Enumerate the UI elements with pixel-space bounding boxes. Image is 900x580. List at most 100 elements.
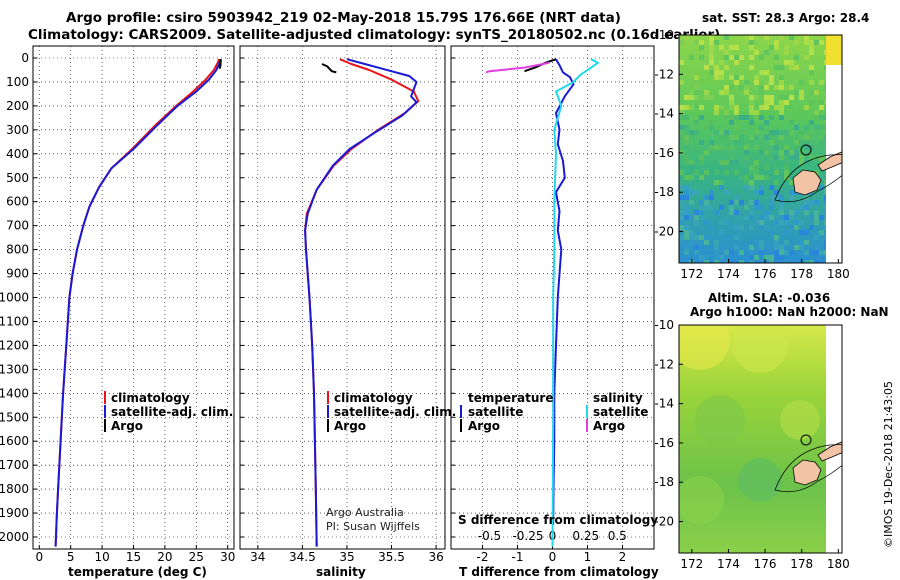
- x-tick-label: 25: [189, 550, 204, 564]
- bathymetry-contour: [774, 444, 842, 493]
- sst-pixel: [744, 215, 749, 220]
- sst-pixel: [809, 155, 814, 160]
- sst-pixel: [679, 180, 684, 185]
- sst-pixel: [779, 255, 784, 260]
- sst-pixel: [819, 185, 824, 190]
- sst-pixel: [774, 155, 779, 160]
- sst-pixel: [709, 195, 714, 200]
- sst-pixel: [799, 95, 804, 100]
- sst-pixel: [749, 65, 754, 70]
- lat-tick-label: -10: [654, 318, 674, 332]
- sst-pixel: [704, 255, 709, 260]
- sst-pixel: [764, 210, 769, 215]
- sst-pixel: [774, 220, 779, 225]
- difference-salinity-legend: salinity satellite Argo: [586, 391, 648, 433]
- salinity-legend: climatology satellite-adj. clim. Argo: [327, 391, 456, 433]
- sst-pixel: [739, 140, 744, 145]
- sst-pixel: [779, 135, 784, 140]
- sst-pixel: [794, 245, 799, 250]
- sst-pixel: [684, 225, 689, 230]
- sst-pixel: [814, 155, 819, 160]
- sst-pixel: [799, 130, 804, 135]
- sst-map-frame: [678, 34, 843, 264]
- sst-pixel: [804, 140, 809, 145]
- sst-pixel: [814, 260, 819, 263]
- sst-pixel: [784, 135, 789, 140]
- sst-pixel: [749, 260, 754, 263]
- sst-pixel: [789, 210, 794, 215]
- sst-pixel: [719, 220, 724, 225]
- sst-pixel: [759, 215, 764, 220]
- sst-pixel: [819, 100, 824, 105]
- sst-pixel: [769, 230, 774, 235]
- sst-pixel: [804, 105, 809, 110]
- sst-pixel: [724, 145, 729, 150]
- sst-pixel: [714, 70, 719, 75]
- sst-pixel: [679, 135, 684, 140]
- sst-pixel: [739, 175, 744, 180]
- sst-pixel: [699, 155, 704, 160]
- sst-pixel: [719, 255, 724, 260]
- sst-pixel: [759, 105, 764, 110]
- sst-pixel: [684, 190, 689, 195]
- sst-pixel: [679, 60, 684, 65]
- sst-pixel: [784, 170, 789, 175]
- sla-patch: [679, 476, 724, 524]
- difference-gridlines: [451, 46, 654, 549]
- depth-tick-label: 1500: [0, 410, 29, 424]
- sst-pixel: [809, 135, 814, 140]
- sst-pixel: [774, 250, 779, 255]
- sst-pixel: [759, 250, 764, 255]
- sst-pixel: [779, 35, 784, 40]
- sst-pixel: [694, 115, 699, 120]
- sst-pixel: [694, 130, 699, 135]
- sst-pixel: [799, 155, 804, 160]
- sst-pixel: [784, 215, 789, 220]
- s-tick-label: -0.25: [512, 529, 543, 543]
- sst-pixel: [724, 135, 729, 140]
- sst-pixel: [804, 135, 809, 140]
- lon-tick-label: 180: [827, 557, 850, 571]
- sst-pixel: [699, 205, 704, 210]
- sst-pixel: [799, 135, 804, 140]
- x-tick-label: -2: [477, 550, 489, 564]
- sst-pixel: [729, 85, 734, 90]
- lat-tick-label: -14: [654, 397, 674, 411]
- sst-pixel: [754, 65, 759, 70]
- sst-pixel: [789, 215, 794, 220]
- sst-pixel: [804, 260, 809, 263]
- sst-pixel: [699, 105, 704, 110]
- sst-pixel: [684, 160, 689, 165]
- sst-pixel: [734, 160, 739, 165]
- lon-tick-label: 178: [790, 267, 813, 281]
- sst-pixel: [724, 170, 729, 175]
- x-tick-label: 35.5: [378, 550, 405, 564]
- sst-pixel: [744, 115, 749, 120]
- sst-pixel: [749, 35, 754, 40]
- sst-pixel: [784, 165, 789, 170]
- sst-pixel: [809, 40, 814, 45]
- sst-pixel: [784, 50, 789, 55]
- depth-tick-label: 300: [6, 123, 29, 137]
- sst-pixel: [734, 110, 739, 115]
- sst-pixel: [764, 150, 769, 155]
- lon-tick-label: 178: [790, 557, 813, 571]
- sst-pixel: [699, 175, 704, 180]
- sst-pixel: [784, 160, 789, 165]
- sst-pixel: [754, 200, 759, 205]
- sst-pixel: [794, 210, 799, 215]
- sst-pixel: [759, 190, 764, 195]
- sst-pixel: [684, 245, 689, 250]
- sst-pixel: [734, 210, 739, 215]
- sst-pixel: [804, 250, 809, 255]
- sst-pixel: [729, 55, 734, 60]
- sst-pixel: [784, 175, 789, 180]
- sst-pixel: [809, 120, 814, 125]
- sst-pixel: [729, 155, 734, 160]
- sst-pixel: [689, 70, 694, 75]
- sst-field-patches: [679, 35, 829, 263]
- lat-tick-label: -10: [654, 28, 674, 42]
- x-tick-label: 10: [94, 550, 109, 564]
- sst-pixel: [714, 240, 719, 245]
- sst-pixel: [704, 195, 709, 200]
